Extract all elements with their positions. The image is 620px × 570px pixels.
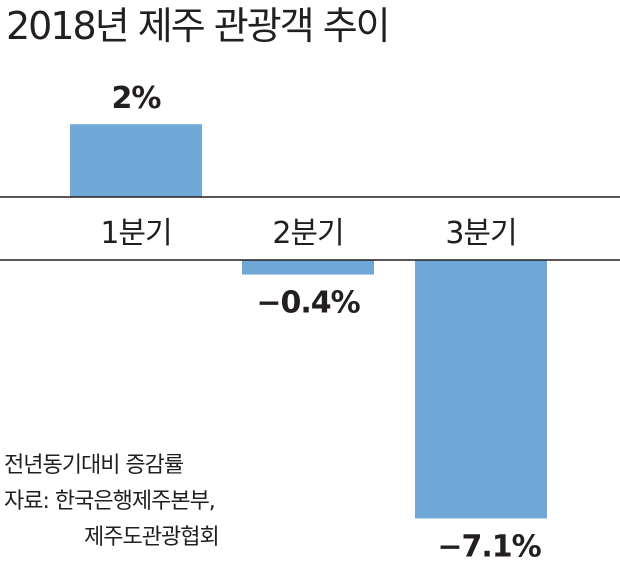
bars-group xyxy=(70,124,547,519)
bar-1 xyxy=(70,124,202,197)
category-label-3: 3분기 xyxy=(445,216,516,251)
value-label-2: −0.4% xyxy=(256,286,360,321)
note-line-2: 자료: 한국은행제주본부, xyxy=(4,489,216,514)
bar-3 xyxy=(415,260,547,519)
category-label-1: 1분기 xyxy=(100,216,171,251)
category-label-2: 2분기 xyxy=(272,216,343,251)
bar-2 xyxy=(242,260,374,275)
note-line-1: 전년동기대비 증감률 xyxy=(4,453,184,478)
value-label-1: 2% xyxy=(112,81,162,116)
value-label-3: −7.1% xyxy=(437,529,541,564)
category-labels-group: 1분기 2분기 3분기 xyxy=(100,216,517,251)
value-labels-group: 2% −0.4% −7.1% xyxy=(112,81,543,564)
note-line-3: 제주도관광협회 xyxy=(84,525,220,550)
chart-title: 2018년 제주 관광객 추이 xyxy=(6,4,391,48)
